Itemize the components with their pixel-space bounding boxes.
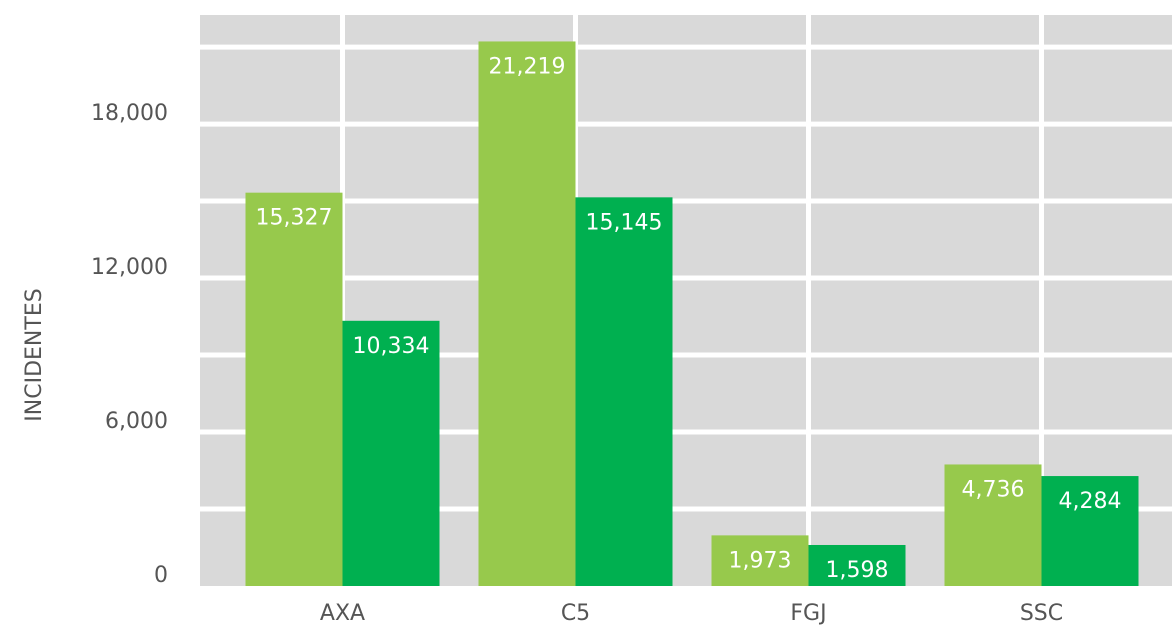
data-label: 10,334 <box>353 334 430 359</box>
bar <box>575 197 673 586</box>
data-label: 1,973 <box>729 548 792 573</box>
data-label: 15,327 <box>256 206 333 231</box>
bar <box>808 544 906 586</box>
data-label: 4,736 <box>962 477 1025 502</box>
data-label: 15,145 <box>586 210 663 235</box>
x-tick-label: AXA <box>320 601 365 626</box>
bar <box>944 464 1042 586</box>
data-label: 1,598 <box>826 558 889 583</box>
bar <box>711 535 809 586</box>
x-tick-label: C5 <box>561 601 590 626</box>
bar <box>1041 476 1139 586</box>
y-tick-label: 6,000 <box>105 409 168 434</box>
data-label: 21,219 <box>489 54 566 79</box>
bar <box>245 192 343 586</box>
y-axis-label: INCIDENTES <box>22 288 47 421</box>
data-label: 4,284 <box>1059 489 1122 514</box>
y-tick-label: 18,000 <box>91 101 168 126</box>
x-tick-label: FGJ <box>790 601 826 626</box>
x-tick-label: SSC <box>1020 601 1063 626</box>
bar <box>342 320 440 586</box>
y-tick-label: 0 <box>154 563 168 588</box>
bar <box>478 41 576 586</box>
y-tick-label: 12,000 <box>91 255 168 280</box>
